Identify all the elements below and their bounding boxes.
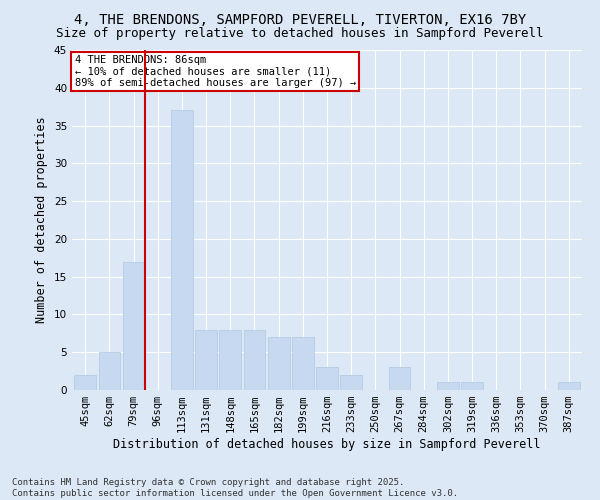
Bar bbox=[558, 382, 580, 390]
Bar bbox=[220, 330, 241, 390]
Bar bbox=[98, 352, 121, 390]
Bar bbox=[316, 368, 338, 390]
Text: 4 THE BRENDONS: 86sqm
← 10% of detached houses are smaller (11)
89% of semi-deta: 4 THE BRENDONS: 86sqm ← 10% of detached … bbox=[74, 55, 356, 88]
Bar bbox=[437, 382, 459, 390]
Bar bbox=[171, 110, 193, 390]
Bar bbox=[268, 337, 290, 390]
Text: 4, THE BRENDONS, SAMPFORD PEVERELL, TIVERTON, EX16 7BY: 4, THE BRENDONS, SAMPFORD PEVERELL, TIVE… bbox=[74, 12, 526, 26]
X-axis label: Distribution of detached houses by size in Sampford Peverell: Distribution of detached houses by size … bbox=[113, 438, 541, 451]
Bar bbox=[74, 375, 96, 390]
Bar bbox=[244, 330, 265, 390]
Bar bbox=[292, 337, 314, 390]
Bar bbox=[461, 382, 483, 390]
Bar bbox=[389, 368, 410, 390]
Bar bbox=[195, 330, 217, 390]
Bar bbox=[340, 375, 362, 390]
Y-axis label: Number of detached properties: Number of detached properties bbox=[35, 116, 49, 324]
Text: Size of property relative to detached houses in Sampford Peverell: Size of property relative to detached ho… bbox=[56, 28, 544, 40]
Text: Contains HM Land Registry data © Crown copyright and database right 2025.
Contai: Contains HM Land Registry data © Crown c… bbox=[12, 478, 458, 498]
Bar bbox=[123, 262, 145, 390]
